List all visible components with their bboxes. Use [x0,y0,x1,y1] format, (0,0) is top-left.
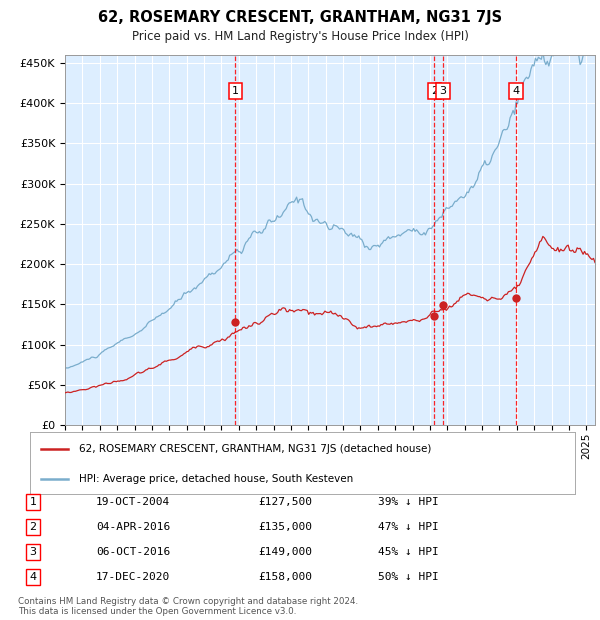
Text: £149,000: £149,000 [258,547,312,557]
Text: 19-OCT-2004: 19-OCT-2004 [96,497,170,507]
Text: Price paid vs. HM Land Registry's House Price Index (HPI): Price paid vs. HM Land Registry's House … [131,30,469,43]
Text: 1: 1 [29,497,37,507]
Text: HPI: Average price, detached house, South Kesteven: HPI: Average price, detached house, Sout… [79,474,353,484]
Text: 04-APR-2016: 04-APR-2016 [96,522,170,532]
Text: £127,500: £127,500 [258,497,312,507]
Text: 39% ↓ HPI: 39% ↓ HPI [378,497,439,507]
Text: 45% ↓ HPI: 45% ↓ HPI [378,547,439,557]
Text: 62, ROSEMARY CRESCENT, GRANTHAM, NG31 7JS: 62, ROSEMARY CRESCENT, GRANTHAM, NG31 7J… [98,10,502,25]
Text: 47% ↓ HPI: 47% ↓ HPI [378,522,439,532]
Text: 1: 1 [232,86,239,96]
Text: £135,000: £135,000 [258,522,312,532]
Text: 2: 2 [431,86,438,96]
Text: 4: 4 [29,572,37,582]
Text: 4: 4 [512,86,520,96]
Text: 3: 3 [439,86,446,96]
Text: £158,000: £158,000 [258,572,312,582]
Text: 3: 3 [29,547,37,557]
Text: 50% ↓ HPI: 50% ↓ HPI [378,572,439,582]
Text: 17-DEC-2020: 17-DEC-2020 [96,572,170,582]
Text: 2: 2 [29,522,37,532]
Text: Contains HM Land Registry data © Crown copyright and database right 2024.
This d: Contains HM Land Registry data © Crown c… [18,596,358,616]
Text: 06-OCT-2016: 06-OCT-2016 [96,547,170,557]
Text: 62, ROSEMARY CRESCENT, GRANTHAM, NG31 7JS (detached house): 62, ROSEMARY CRESCENT, GRANTHAM, NG31 7J… [79,445,431,454]
